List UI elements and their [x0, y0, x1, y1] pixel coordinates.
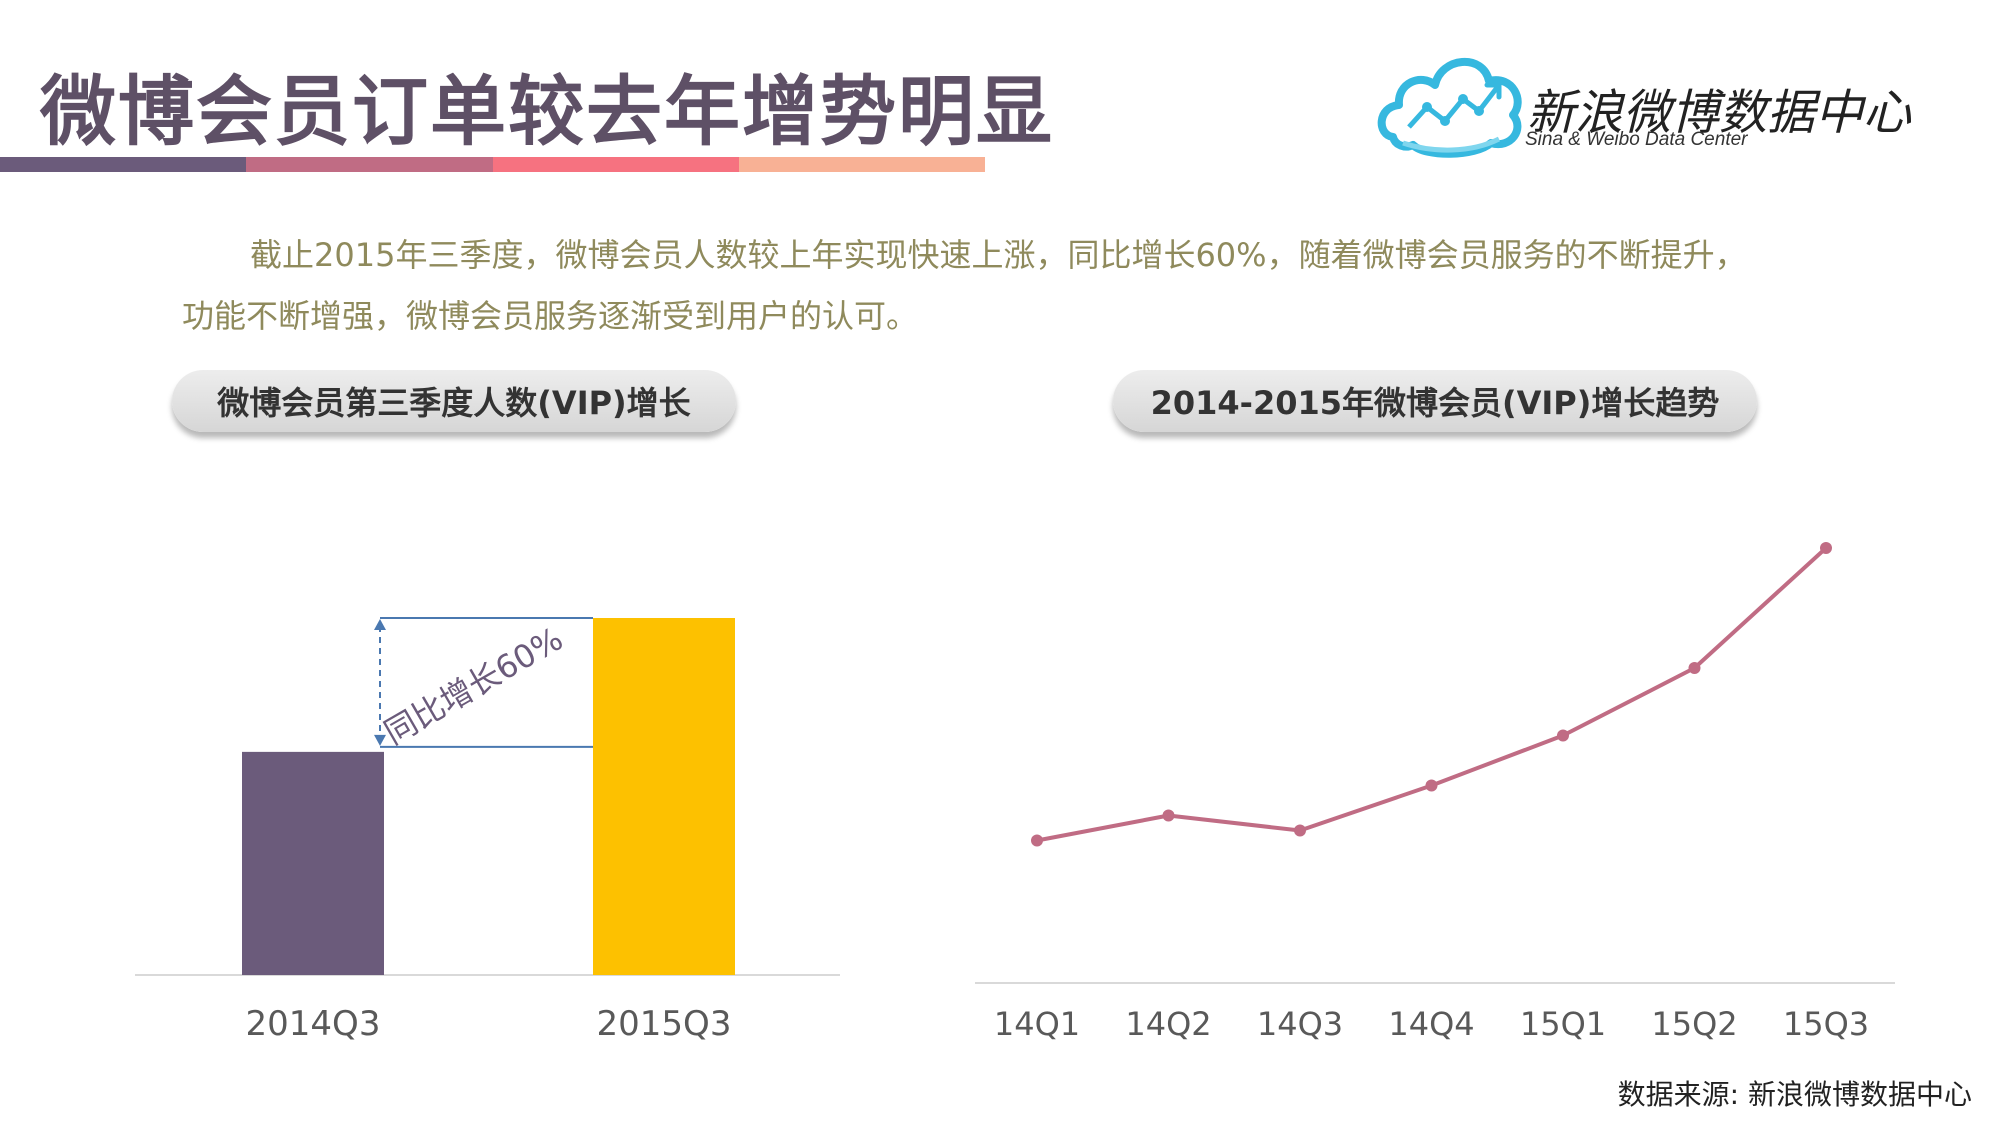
data-point-14Q2	[1162, 809, 1175, 822]
arrow-down-icon	[374, 734, 386, 746]
page-title: 微博会员订单较去年增势明显	[40, 67, 1054, 156]
title-bar-segment-4	[738, 157, 985, 172]
x-tick-label: 15Q1	[1520, 1005, 1606, 1043]
x-tick-label: 14Q3	[1257, 1005, 1343, 1043]
x-tick-label: 15Q2	[1651, 1005, 1737, 1043]
growth-annotation: 同比增长60%	[378, 620, 569, 752]
x-tick-label: 14Q1	[994, 1005, 1080, 1043]
series-line	[1036, 546, 1828, 843]
title-bar-segment-1	[0, 157, 247, 172]
data-point-15Q1	[1557, 729, 1569, 742]
bar-2015Q3	[593, 618, 735, 975]
logo-name: 新浪微博数据中心	[1527, 85, 1912, 141]
x-tick-label: 15Q3	[1783, 1005, 1869, 1043]
bar-chart: 2014Q3 2015Q3 同比增长60%	[135, 617, 840, 1044]
data-point-14Q1	[1031, 834, 1043, 847]
data-point-14Q3	[1294, 824, 1306, 837]
cloud-chart-icon	[1377, 58, 1522, 158]
title-bar-segment-2	[246, 157, 493, 172]
logo-subtitle: Sina & Weibo Data Center	[1525, 129, 1748, 150]
intro-line-2: 功能不断增强，微博会员服务逐渐受到用户的认可。	[182, 297, 919, 335]
bar-category-label: 2014Q3	[246, 1004, 381, 1044]
intro-line-1: 截止2015年三季度，微博会员人数较上年实现快速上涨，同比增长60%，随着微博会…	[250, 236, 1747, 274]
data-source: 数据来源: 新浪微博数据中心	[1617, 1078, 1972, 1111]
arrow-up-icon	[374, 619, 386, 630]
data-point-15Q2	[1688, 662, 1701, 674]
data-point-14Q4	[1425, 779, 1438, 792]
x-tick-label: 14Q4	[1388, 1005, 1474, 1043]
data-point-15Q3	[1820, 542, 1832, 554]
bar-category-label: 2015Q3	[597, 1004, 732, 1044]
logo: 新浪微博数据中心 Sina & Weibo Data Center	[1375, 45, 1955, 160]
line-chart-title: 2014-2015年微博会员(VIP)增长趋势	[1113, 370, 1757, 432]
bar-2014Q3	[242, 751, 384, 975]
title-bar-segment-3	[492, 157, 739, 172]
bar-chart-title: 微博会员第三季度人数(VIP)增长	[172, 370, 736, 432]
title-color-bar	[0, 157, 985, 172]
x-tick-label: 14Q2	[1125, 1005, 1211, 1043]
line-chart: 14Q1 14Q2 14Q3 14Q4 15Q1 15Q2 15Q3	[975, 542, 1895, 1043]
